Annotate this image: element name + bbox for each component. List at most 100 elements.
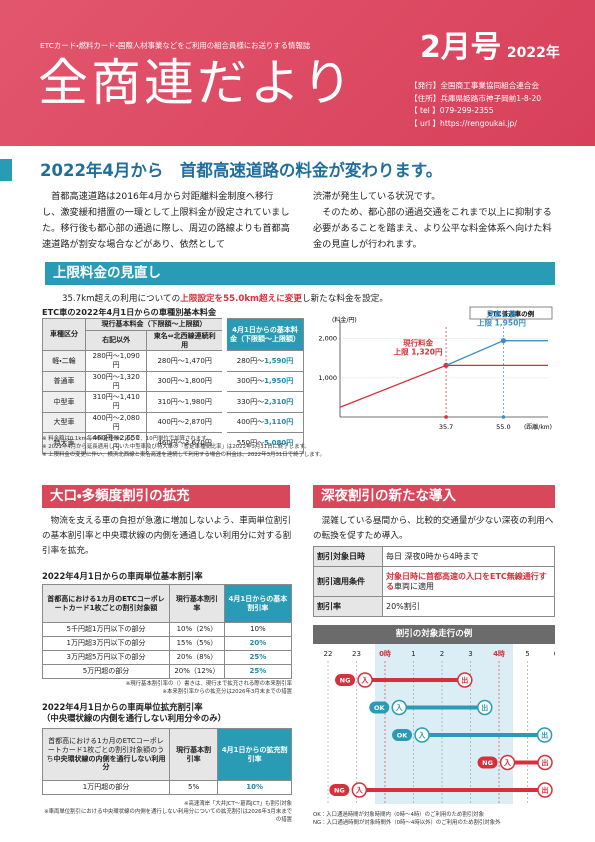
- notes: ※高速湾岸「大井JCT～葛西JCT」も割引対象 ※車両単位割引における中央環状線の…: [42, 801, 292, 824]
- issue: 2月号 2022年: [420, 22, 560, 66]
- new-fare-low: 330円～: [236, 397, 265, 406]
- data-point: [443, 362, 449, 368]
- vehicle-class: 普通車: [42, 370, 86, 393]
- intro-left: 首都高速道路は2016年4月から対距離料金制度へ移行し、激変緩和措置の一環として…: [42, 191, 290, 250]
- condition-value: 毎日 深夜0時から4時まで: [382, 546, 555, 567]
- series-cap-label: 上限 1,950円: [477, 318, 526, 328]
- intro-paragraph: 渋滞が発生している状況です。: [313, 191, 441, 202]
- table-row: 割引対象日時 毎日 深夜0時から4時まで: [313, 546, 555, 567]
- condition-text: 毎日 深夜0時から4時まで: [386, 551, 479, 561]
- discount-range: 1万円超の部分: [42, 780, 170, 795]
- vehicle-class: 特大車: [42, 432, 86, 454]
- section-lead: 35.7km超えの利用についての上限設定を55.0km超えに変更し新たな料金を設…: [62, 292, 388, 304]
- hour-label: 23: [352, 650, 361, 658]
- discount-range: 5万円超の部分: [42, 664, 170, 679]
- current-rate: 5%: [168, 780, 219, 795]
- note-line: OK：入口通過時間が対象時間内（0時～4時）のご利用のため割引対象: [313, 812, 484, 818]
- table-row: 右記以外 東名⇔北西線連続利用: [43, 329, 304, 352]
- table-row: 割引率 20%割引: [313, 596, 555, 617]
- entry-label: 入: [361, 677, 370, 685]
- hour-label: 0時: [379, 649, 391, 658]
- tagline: ETCカード・燃料カード・国際人材事業などをご利用の組合員様にお送りする情報誌: [40, 41, 311, 50]
- header-band: [0, 0, 595, 146]
- new-rate: 20%: [223, 636, 293, 651]
- x-axis-label: (距離/km): [524, 423, 552, 431]
- lead-part: し新たな料金を設定。: [301, 294, 388, 304]
- publisher-info: 【発行】全国商工事業協同組合連合会 【住所】兵庫県姫路市神子岡前1-8-20 【 t…: [410, 80, 541, 130]
- current-fare: 460円～3,670円: [146, 432, 225, 454]
- info-line: 【 url 】https://rengoukai.jp/: [410, 118, 517, 128]
- new-fare-high: 1,590円: [264, 356, 294, 365]
- entry-marker: [357, 672, 373, 688]
- exit-label: 出: [481, 703, 488, 712]
- new-fare-low: 280円～: [236, 356, 265, 365]
- series-line: [339, 364, 548, 408]
- exit-marker: [537, 754, 553, 771]
- new-fare: 300円～1,950円: [222, 370, 304, 393]
- condition-value: 対象日時に首都高速の入口をETC無線通行する車両に適用: [382, 566, 555, 597]
- table-header: 4月1日からの基本割引率: [223, 584, 293, 623]
- notes: OK：入口通過時間が対象時間内（0時～4時）のご利用のため割引対象 NG：入口通過…: [313, 812, 557, 828]
- condition-text: 車両に適用: [394, 581, 434, 591]
- lead-part: 上限設定を55.0km超えに変更: [180, 294, 302, 304]
- series-cap-label: 上限 1,320円: [394, 346, 443, 356]
- discount-table: 首都高における1カ月のETCコーポレートカード1枚ごとの割引対象額 現行基本割引率…: [42, 584, 293, 679]
- info-line: 【発行】全国商工事業協同組合連合会: [410, 81, 540, 90]
- new-fare-high: 1,950円: [264, 377, 294, 386]
- table-header: 右記以外: [84, 329, 148, 352]
- condition-text: 20%割引: [386, 601, 420, 611]
- discount-range: 1万円超3万円以下の部分: [42, 636, 170, 651]
- exit-label: 出: [542, 758, 549, 767]
- current-rate: 15%（5%）: [169, 636, 225, 651]
- table-header: 首都高における1カ月のETCコーポレートカード1枚ごとの割引対象額のうち中央環状…: [42, 728, 170, 781]
- new-fare: 280円～1,590円: [222, 350, 304, 372]
- issue-year: 2022年: [506, 45, 560, 61]
- current-fare: 460円～2,650円: [84, 432, 148, 454]
- new-fare-high: 2,310円: [264, 397, 294, 406]
- new-fare-low: 550円～: [236, 438, 265, 447]
- new-rate: 10%: [217, 780, 292, 795]
- entry-label: 入: [503, 759, 512, 767]
- table-row: 5万円超の部分 20%（12%） 25%: [42, 664, 293, 679]
- lead-part: 35.7km超えの利用についての: [62, 294, 181, 304]
- new-fare-low: 400円～: [236, 418, 265, 427]
- new-rate: 25%: [223, 664, 293, 679]
- table-header: 首都高における1カ月のETCコーポレートカード1枚ごとの割引対象額: [42, 584, 170, 623]
- table-row: 軽・二輪 280円～1,090円 280円～1,470円 280円～1,590円: [42, 350, 304, 372]
- status-label: NG: [334, 787, 345, 795]
- table-caption: 2022年4月1日からの車両単位拡充割引率 （中央環状線の内側を通行しない利用分※…: [42, 702, 226, 724]
- section-title: 深夜割引の新たな導入: [313, 485, 555, 508]
- new-rate: 25%: [223, 650, 293, 665]
- entry-label: 入: [355, 787, 364, 795]
- entry-label: 入: [395, 704, 404, 712]
- table-row: 1万円超3万円以下の部分 15%（5%） 20%: [42, 636, 293, 651]
- exit-label: 出: [541, 731, 548, 740]
- table-row: 首都高における1カ月のETCコーポレートカード1枚ごとの割引対象額のうち中央環状…: [42, 728, 292, 781]
- notes: ※現行基本割引率の（）書きは、現行まで拡充される際の本来割引率 ※本来割引率からの…: [42, 681, 292, 697]
- entry-marker: [351, 782, 368, 798]
- section-title: 大口・多頻度割引の拡充: [42, 485, 290, 508]
- note-line: ※高速湾岸「大井JCT～葛西JCT」も割引対象: [183, 801, 292, 807]
- note-line: ※ 料金額は0.1km毎の料金距離に応じて、10円単位で加算されます。: [42, 436, 212, 442]
- new-fare-high: 5,080円: [264, 438, 294, 447]
- table-header: 現行基本割引率: [168, 728, 219, 781]
- series-name: 見直し後: [485, 309, 516, 319]
- fare-chart: ETC普通車の例 (料金/円) (距離/km) 1,000 2,000 35.7 55.0 現…: [318, 306, 553, 431]
- new-fare: 550円～5,080円: [222, 432, 304, 454]
- exit-label: 出: [542, 786, 549, 795]
- new-fare: 400円～3,110円: [222, 411, 304, 434]
- section-lead: 物流を支える車の負担が急激に増加しないよう、車両単位割引の基本割引率と中央環状線…: [42, 516, 292, 556]
- note-line: ※本来割引率からの拡充分は2026年3月末までの措置: [162, 688, 292, 695]
- status-label: OK: [397, 732, 409, 740]
- table-header: 4月1日からの拡充割引率: [217, 728, 292, 781]
- discount-range: 5千円超1万円以下の部分: [42, 622, 170, 637]
- tick-dot: [444, 415, 448, 419]
- headline: 2022年4月から 首都高速道路の料金が変わります。: [40, 161, 443, 180]
- exit-marker: [477, 699, 493, 716]
- condition-text: 対象日時に首都高速の入口をETC無線通行する: [386, 571, 547, 591]
- y-tick-label: 1,000: [318, 374, 337, 382]
- current-fare: 400円～2,870円: [146, 411, 225, 434]
- table-header: 現行基本割引率: [169, 584, 225, 623]
- table-header: 東名⇔北西線連続利用: [146, 329, 225, 352]
